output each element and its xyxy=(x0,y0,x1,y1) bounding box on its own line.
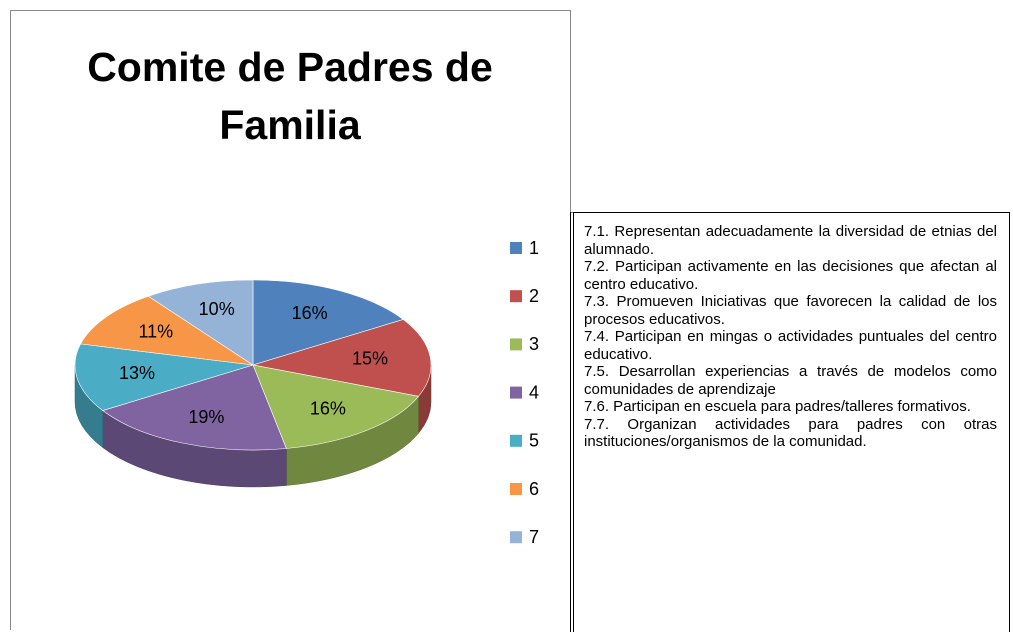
pie-slice xyxy=(147,279,254,366)
legend-label: 4 xyxy=(529,382,539,402)
chart-title: Familia xyxy=(219,102,361,148)
note-item: 7.6. Participan en escuela para padres/t… xyxy=(584,398,971,415)
legend-swatch xyxy=(510,531,522,544)
data-label: 11% xyxy=(138,321,173,341)
pie-slice xyxy=(102,364,287,451)
chart-title: Comite de Padres de xyxy=(87,44,493,90)
legend-label: 3 xyxy=(529,334,539,354)
note-item: 7.1. Representan adecuadamente la divers… xyxy=(584,223,997,258)
note-item: 7.4. Participan en mingas o actividades … xyxy=(584,328,997,363)
pie-slice xyxy=(80,295,254,366)
legend-label: 2 xyxy=(529,286,539,306)
data-label: 15% xyxy=(352,348,388,368)
legend-label: 6 xyxy=(529,479,539,499)
note-item: 7.5. Desarrollan experiencias a través d… xyxy=(584,363,997,398)
legend-swatch xyxy=(510,386,522,399)
note-item: 7.7. Organizan actividades para padres c… xyxy=(584,415,997,451)
data-label: 10% xyxy=(199,299,235,319)
note-item: 7.3. Promueven Iniciativas que favorecen… xyxy=(584,293,997,328)
note-item: 7.2. Participan activamente en las decis… xyxy=(584,258,997,293)
legend-label: 5 xyxy=(529,431,539,451)
legend-swatch xyxy=(510,483,522,495)
legend-label: 7 xyxy=(529,527,539,547)
chart: Comite de Padres de Familia 16% 15% 16% 19%… xyxy=(74,44,539,547)
data-label: 19% xyxy=(188,407,224,427)
pie-slice xyxy=(252,364,420,449)
data-label: 16% xyxy=(310,398,346,418)
pie-slice xyxy=(252,279,404,366)
pie-slice xyxy=(252,319,432,397)
notes-box: 7.1. Representan adecuadamente la divers… xyxy=(570,212,1010,632)
legend-swatch xyxy=(510,242,522,254)
legend-swatch xyxy=(510,290,522,303)
pie-slice xyxy=(74,343,254,411)
legend-swatch xyxy=(510,434,522,447)
legend-label: 1 xyxy=(529,238,539,258)
legend-swatch xyxy=(510,338,522,351)
data-label: 16% xyxy=(292,303,328,323)
data-label: 13% xyxy=(119,363,155,383)
